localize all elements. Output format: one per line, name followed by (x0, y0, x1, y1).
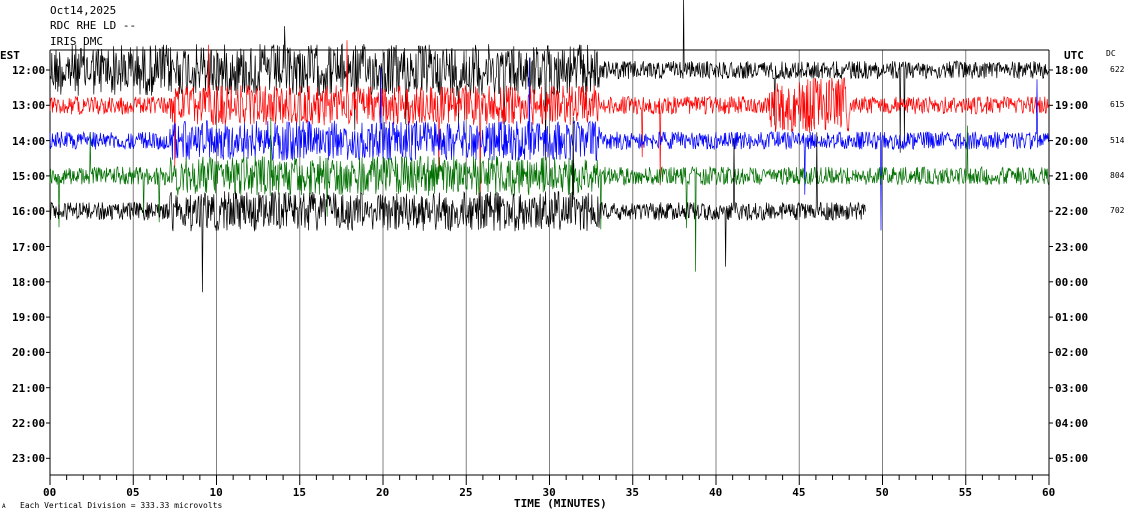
left-time-tick-label: 13:00 (12, 99, 46, 113)
left-time-tick-label: 17:00 (12, 240, 46, 254)
x-axis-title: TIME (MINUTES) (514, 497, 607, 510)
dc-offset-value: 615 (1110, 100, 1125, 110)
right-time-tick-label: 20:00 (1055, 134, 1089, 148)
dc-header-label: DC (1106, 49, 1116, 58)
x-tick-label: 25 (459, 486, 473, 499)
left-time-tick-label: 18:00 (12, 275, 46, 289)
x-tick-label: 30 (542, 486, 556, 499)
x-tick-label: 60 (1042, 486, 1056, 499)
x-tick-label: 10 (209, 486, 223, 499)
left-time-tick-label: 14:00 (12, 134, 46, 148)
seismic-trace-1400 (49, 57, 1049, 231)
x-tick-label: 35 (625, 486, 639, 499)
left-time-tick-label: 12:00 (12, 64, 46, 77)
dc-offset-value: 622 (1110, 65, 1125, 74)
source-label: IRIS DMC (50, 35, 103, 48)
x-tick-label: 50 (875, 486, 889, 499)
right-time-tick-label: 19:00 (1055, 99, 1089, 113)
seismic-trace-1300 (49, 40, 1049, 203)
dc-offset-value: 804 (1110, 170, 1125, 180)
dc-offset-value: 702 (1110, 206, 1125, 216)
vertical-division-note: Each Vertical Division = 333.33 microvol… (20, 501, 223, 510)
x-tick-label: 40 (709, 486, 723, 499)
right-time-tick-label: 00:00 (1055, 275, 1089, 289)
left-time-tick-label: 15:00 (12, 169, 46, 183)
footer-prefix: A (2, 503, 6, 510)
right-timezone-label: UTC (1064, 49, 1084, 62)
left-time-tick-label: 19:00 (12, 311, 46, 325)
right-time-tick-label: 18:00 (1055, 64, 1089, 77)
left-time-tick-label: 23:00 (12, 452, 46, 466)
seismic-trace-1200 (49, 0, 1049, 161)
x-tick-label: 45 (792, 486, 806, 499)
x-tick-label: 55 (958, 486, 972, 499)
x-tick-label: 20 (376, 486, 390, 499)
right-time-tick-label: 22:00 (1055, 205, 1089, 219)
right-time-tick-label: 21:00 (1055, 169, 1089, 183)
station-label: RDC RHE LD -- (50, 19, 137, 32)
left-time-tick-label: 22:00 (12, 417, 46, 430)
right-time-tick-label: 05:00 (1055, 452, 1089, 466)
left-time-tick-label: 16:00 (12, 205, 46, 219)
seismic-trace-1600 (49, 116, 866, 293)
left-time-tick-label: 21:00 (12, 381, 46, 395)
right-time-tick-label: 03:00 (1055, 381, 1089, 395)
right-time-tick-label: 02:00 (1055, 346, 1089, 360)
right-time-tick-label: 23:00 (1055, 240, 1089, 254)
x-tick-label: 00 (43, 486, 57, 499)
seismic-trace-1500 (49, 117, 1049, 272)
dc-offset-value: 514 (1110, 135, 1125, 145)
left-timezone-label: EST (0, 49, 20, 62)
left-time-tick-label: 20:00 (12, 346, 46, 360)
date-label: Oct14,2025 (50, 4, 117, 17)
x-tick-label: 15 (292, 486, 306, 499)
right-time-tick-label: 01:00 (1055, 311, 1089, 325)
x-tick-label: 05 (126, 486, 140, 499)
right-time-tick-label: 04:00 (1055, 417, 1089, 430)
